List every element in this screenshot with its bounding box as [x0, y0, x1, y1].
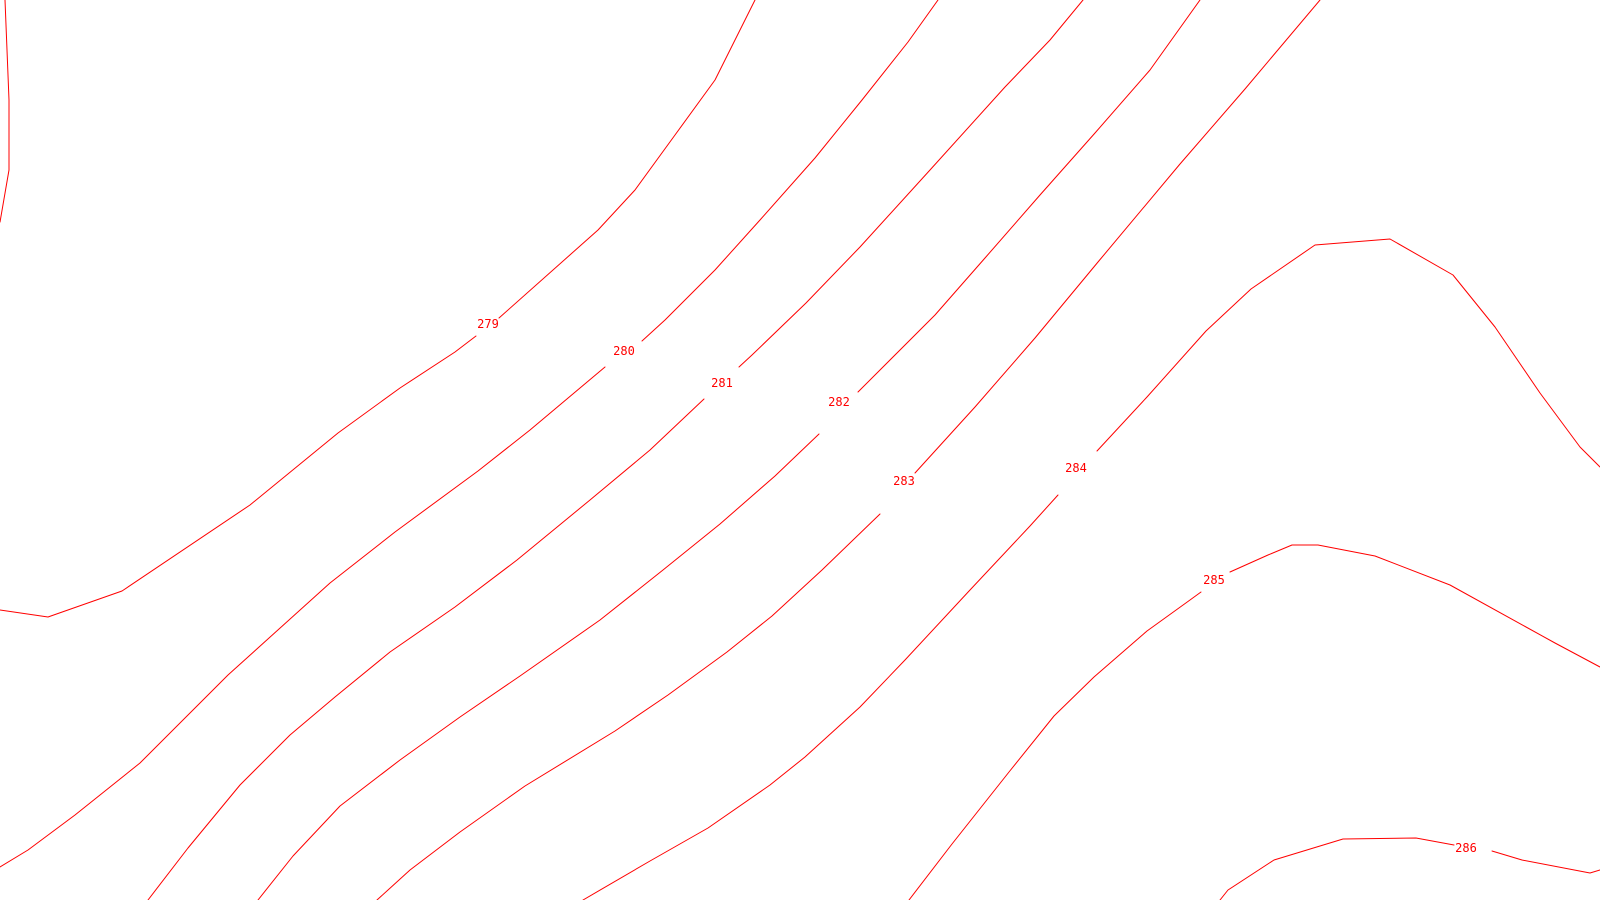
- contour-line-284: [582, 238, 1600, 900]
- contour-line-283: [376, 0, 1321, 900]
- contour-label-284: 284: [1065, 461, 1087, 475]
- contour-label-285: 285: [1203, 573, 1225, 587]
- contour-line-281: [147, 0, 1084, 900]
- contour-label-286: 286: [1455, 841, 1477, 855]
- contour-line-285: [908, 544, 1600, 900]
- contour-label-282: 282: [828, 395, 850, 409]
- contour-line-286: [1219, 837, 1600, 900]
- contour-labels: 279 280 281 282 283 284 285 286: [477, 317, 1477, 855]
- contour-line-282: [257, 0, 1201, 900]
- contour-line-279: [0, 0, 756, 618]
- contour-line-280: [0, 0, 939, 868]
- contour-label-280: 280: [613, 344, 635, 358]
- contour-label-281: 281: [711, 376, 733, 390]
- contour-line-edge-fragment: [0, 0, 10, 223]
- contour-label-283: 283: [893, 474, 915, 488]
- contour-label-279: 279: [477, 317, 499, 331]
